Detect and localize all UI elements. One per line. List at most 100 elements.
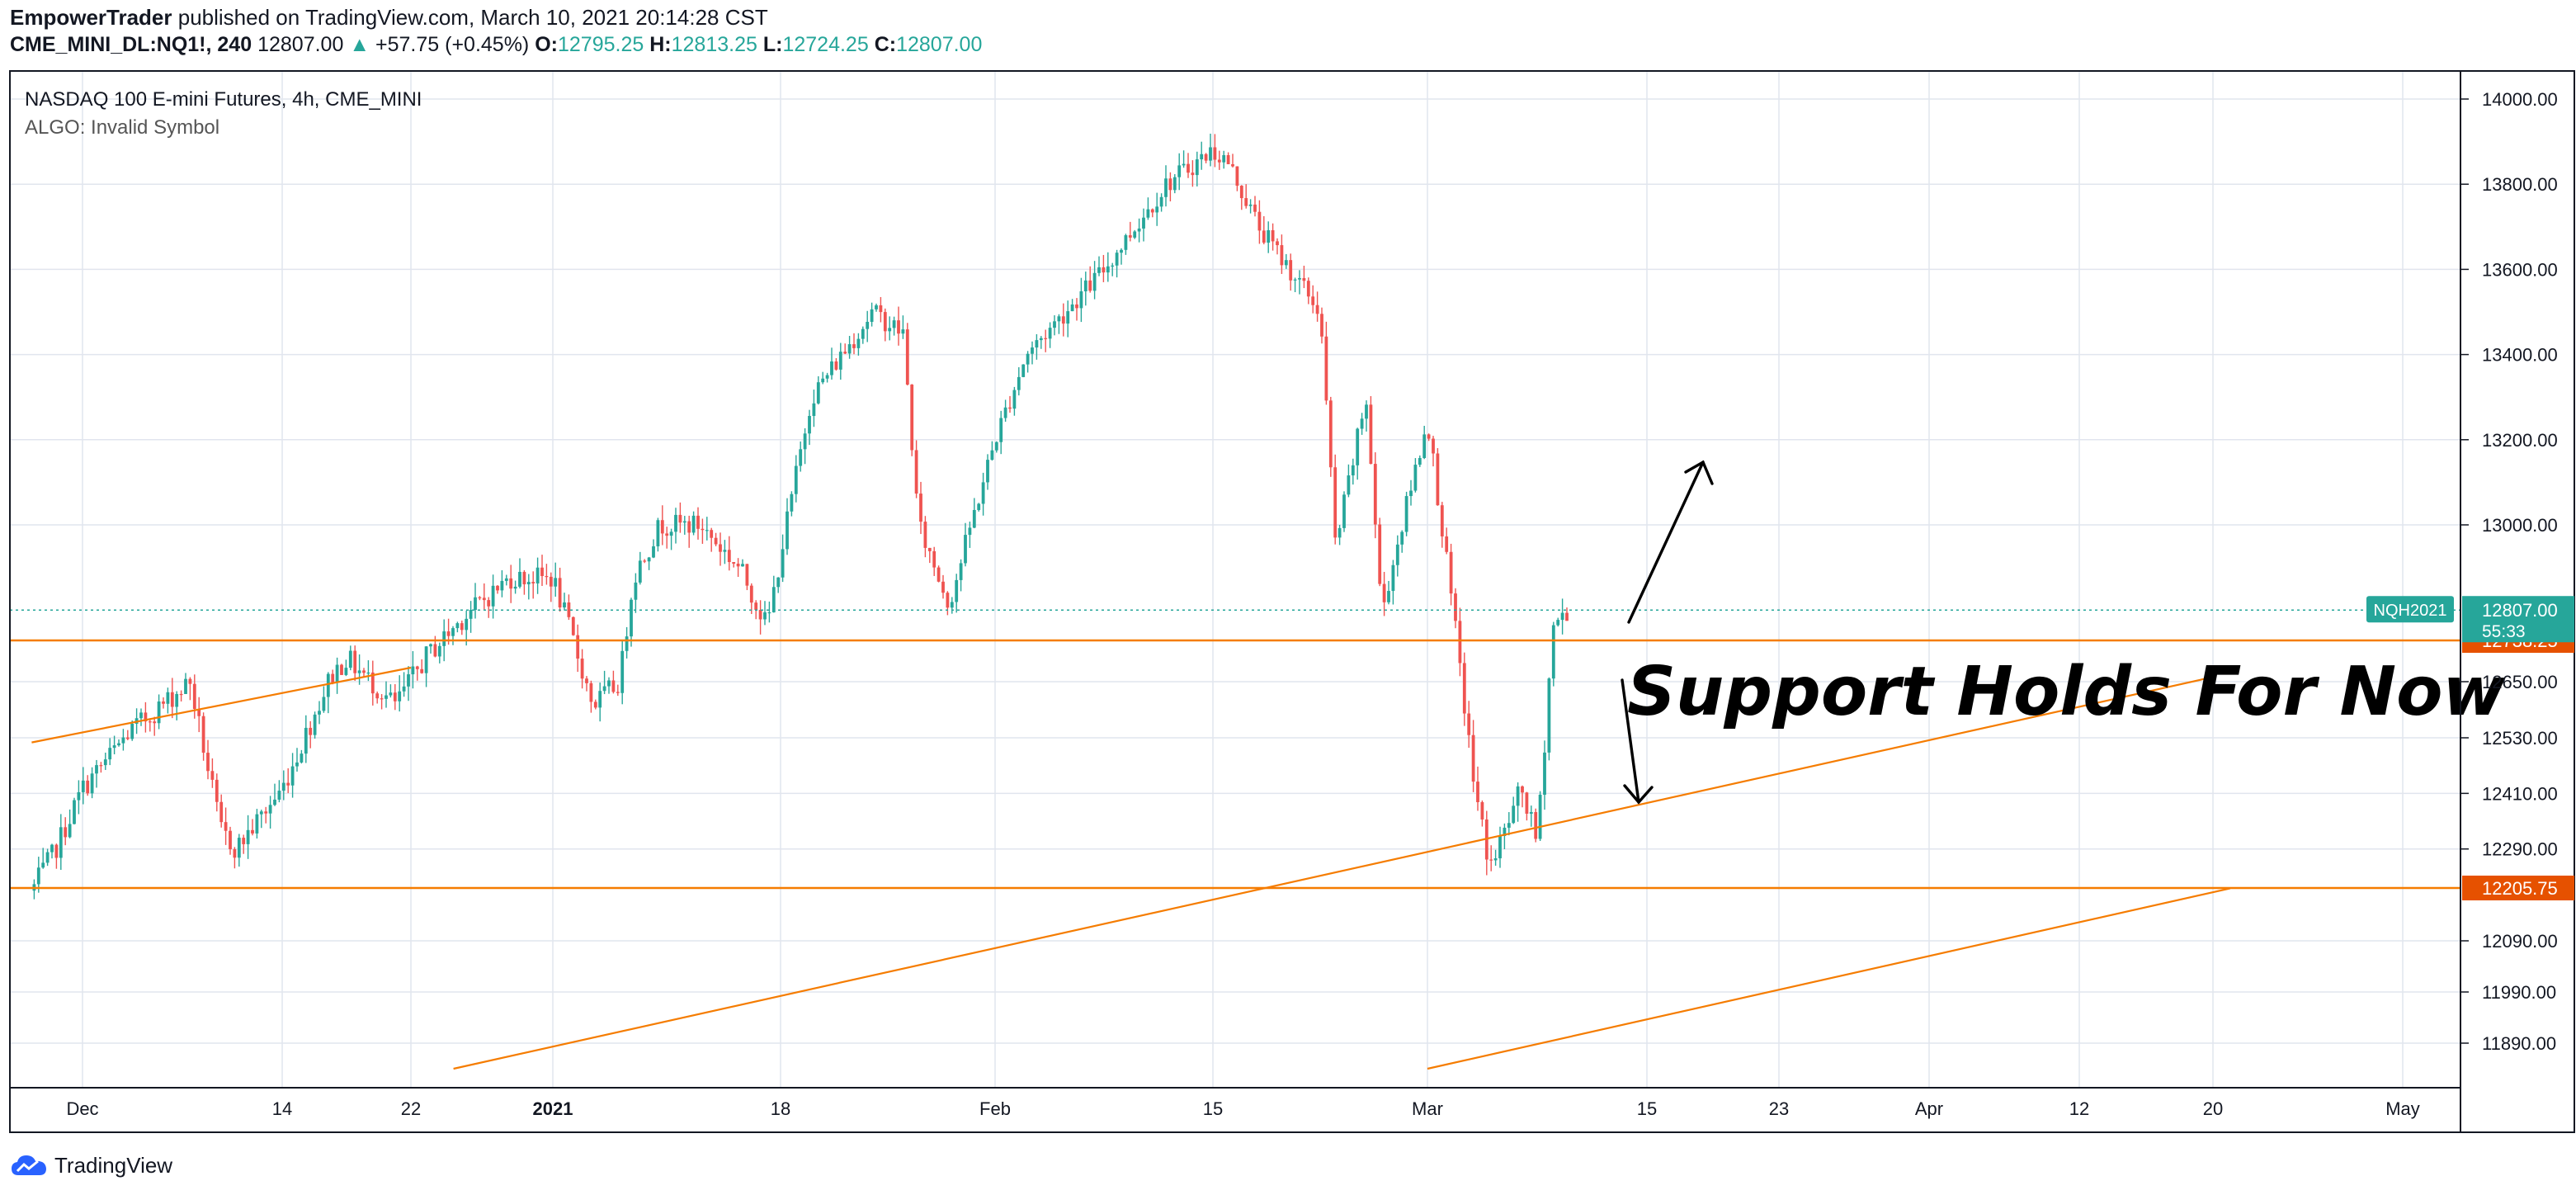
- candle-body: [469, 610, 473, 619]
- candle-body: [914, 450, 918, 494]
- candle-body: [1213, 147, 1217, 160]
- symbol-interval[interactable]: CME_MINI_DL:NQ1!, 240: [10, 33, 252, 56]
- candle-body: [1039, 338, 1043, 341]
- candle-body: [380, 698, 384, 700]
- candle-body: [1187, 163, 1190, 173]
- legend-title[interactable]: NASDAQ 100 E-mini Futures, 4h, CME_MINI: [25, 88, 422, 111]
- candle-body: [812, 403, 816, 417]
- candle-body: [571, 616, 575, 635]
- tradingview-brand[interactable]: TradingView: [54, 1152, 173, 1178]
- candle-body: [981, 482, 985, 504]
- tradingview-cloud-icon[interactable]: [10, 1153, 48, 1178]
- candle-body: [941, 581, 945, 593]
- candle-body: [474, 597, 477, 611]
- candle-body: [1257, 211, 1262, 231]
- candle-body: [1369, 404, 1373, 465]
- trend-line: [453, 676, 2214, 1070]
- candle-body: [1449, 551, 1453, 594]
- candle-body: [1338, 527, 1342, 538]
- candle-body: [1253, 204, 1257, 212]
- candle-body: [491, 585, 495, 607]
- candle-body: [442, 631, 446, 646]
- candle-body: [1168, 178, 1172, 191]
- candle-body: [611, 680, 616, 692]
- candle-body: [1003, 407, 1007, 418]
- candle-body: [482, 598, 486, 601]
- candle-body: [513, 586, 517, 589]
- candle-body: [705, 530, 709, 531]
- candle-body: [1026, 353, 1030, 365]
- candle-body: [1391, 564, 1395, 592]
- candle-body: [184, 678, 187, 694]
- candle-body: [64, 827, 68, 838]
- candle-body: [68, 824, 72, 838]
- candle-body: [326, 673, 330, 697]
- price-tick-label: 13000.00: [2482, 515, 2558, 536]
- candle-body: [398, 691, 402, 701]
- author-name[interactable]: EmpowerTrader: [10, 5, 172, 30]
- candle-body: [910, 384, 914, 451]
- candle-body: [964, 535, 967, 564]
- price-tick-label: 14000.00: [2482, 89, 2558, 110]
- candle-body: [242, 838, 246, 844]
- candle-body: [580, 659, 584, 679]
- current-price-label: 12807.00: [2482, 600, 2558, 621]
- candle-body: [834, 361, 838, 370]
- candle-body: [318, 711, 321, 715]
- candle-body: [103, 759, 107, 766]
- candle-body: [309, 727, 313, 735]
- candle-body: [1155, 206, 1159, 213]
- up-arrow-icon: [1627, 461, 1705, 624]
- candle-body: [1226, 155, 1230, 164]
- contract-label: NQH2021: [2374, 602, 2447, 620]
- candle-body: [1400, 531, 1404, 545]
- candle-body: [1440, 505, 1444, 537]
- candle-body: [1092, 272, 1097, 291]
- candle-body: [281, 782, 285, 791]
- candle-body: [593, 701, 597, 708]
- price-tick-label: 13200.00: [2482, 430, 2558, 451]
- candle-body: [1097, 267, 1101, 273]
- candle-body: [625, 636, 629, 651]
- time-tick-label: Feb: [979, 1098, 1011, 1119]
- legend-study[interactable]: ALGO: Invalid Symbol: [25, 116, 220, 139]
- candle-body: [847, 344, 852, 354]
- candle-body: [1521, 786, 1524, 793]
- candle-body: [362, 670, 366, 673]
- candle-body: [451, 628, 455, 636]
- level-price-tag: [2462, 876, 2574, 900]
- time-tick-label: Apr: [1915, 1098, 1943, 1119]
- candle-body: [1235, 166, 1239, 187]
- candle-body: [1498, 835, 1502, 859]
- candle-body: [1445, 536, 1449, 552]
- candle-body: [50, 844, 54, 853]
- candle-body: [825, 375, 829, 379]
- candle-body: [117, 743, 120, 746]
- candle-body: [411, 666, 415, 675]
- candle-body: [897, 320, 900, 334]
- candle-body: [1560, 612, 1564, 621]
- candle-body: [1012, 390, 1017, 409]
- candle-body: [723, 550, 727, 552]
- candle-body: [1360, 418, 1364, 429]
- candle-body: [1262, 230, 1266, 243]
- candle-body: [157, 701, 161, 724]
- candle-body: [790, 494, 794, 512]
- candle-body: [353, 650, 357, 673]
- time-tick-label: 22: [401, 1098, 421, 1119]
- candle-body: [758, 610, 762, 620]
- candle-body: [955, 579, 959, 602]
- candle-body: [923, 522, 927, 548]
- candle-body: [1418, 457, 1422, 465]
- candle-body: [1195, 159, 1199, 176]
- candle-body: [1008, 407, 1012, 409]
- time-tick-label: May: [2385, 1098, 2420, 1119]
- time-tick-label: 14: [272, 1098, 292, 1119]
- candle-body: [1525, 792, 1529, 814]
- candle-body: [531, 582, 535, 583]
- time-tick-label: 18: [771, 1098, 790, 1119]
- candle-body: [300, 753, 304, 763]
- candle-body: [598, 691, 602, 708]
- candle-body: [1395, 544, 1399, 565]
